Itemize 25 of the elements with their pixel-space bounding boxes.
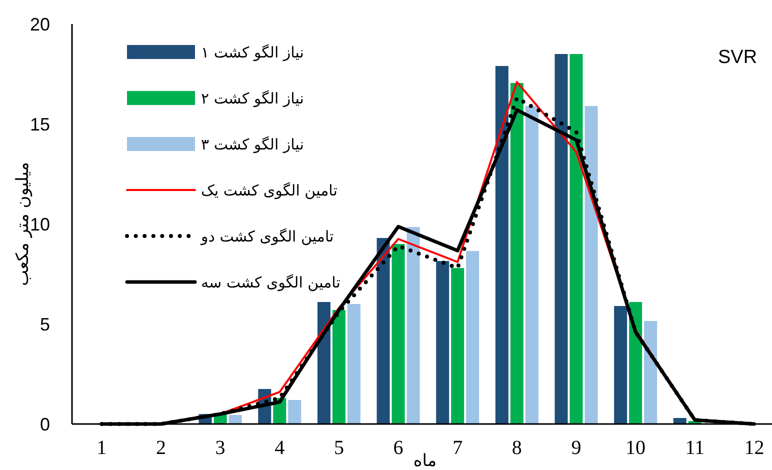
x-tick-label: 5 <box>334 437 344 459</box>
x-tick-label: 10 <box>626 437 646 459</box>
legend-label: تامین الگوی کشت دو <box>200 227 334 246</box>
x-tick-label: 4 <box>274 437 285 459</box>
y-tick-label: 5 <box>40 314 50 334</box>
legend-label: نیاز الگو کشت ۱ <box>201 43 304 62</box>
y-tick-label: 0 <box>40 414 50 434</box>
y-tick-label: 20 <box>30 14 50 34</box>
x-tick-label: 1 <box>96 437 107 459</box>
y-tick-label: 15 <box>30 114 50 134</box>
x-tick-label: 12 <box>744 437 764 459</box>
x-tick-label: 6 <box>393 437 404 459</box>
y-axis-title: میلیون متر مکعب <box>13 162 33 286</box>
x-tick-label: 3 <box>215 437 226 459</box>
legend-label: تامین الگوی کشت یک <box>201 181 338 200</box>
x-tick-label: 9 <box>571 437 582 459</box>
legend-label: نیاز الگو کشت ۳ <box>201 135 304 154</box>
annotation: SVR <box>718 47 758 68</box>
x-tick-label: 11 <box>685 437 705 459</box>
x-tick-label: 8 <box>512 437 522 459</box>
legend-label: نیاز الگو کشت ۲ <box>201 89 304 108</box>
x-tick-label: 2 <box>156 437 166 459</box>
x-axis-title: ماه <box>413 451 437 470</box>
x-tick-label: 7 <box>452 437 463 459</box>
legend-label: تامین الگوی کشت سه <box>201 273 340 292</box>
